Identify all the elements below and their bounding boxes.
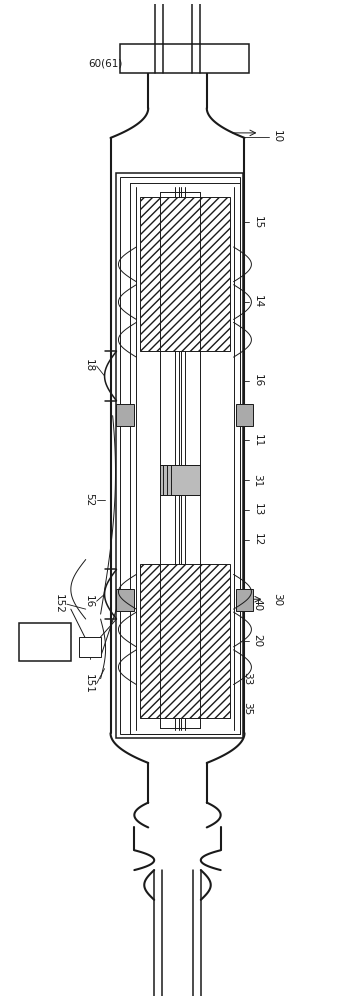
Text: 12: 12 <box>252 533 262 546</box>
Bar <box>116 173 244 738</box>
Text: 50: 50 <box>38 644 51 654</box>
Bar <box>140 197 230 351</box>
Text: 10: 10 <box>272 130 282 143</box>
Text: 60(61): 60(61) <box>88 58 123 68</box>
Bar <box>120 177 240 734</box>
Text: 52: 52 <box>84 493 94 507</box>
Text: 30: 30 <box>272 593 282 606</box>
Text: 15: 15 <box>252 216 262 229</box>
Text: 16: 16 <box>84 595 94 608</box>
Bar <box>116 589 134 611</box>
Bar <box>79 637 100 657</box>
Text: 14: 14 <box>252 295 262 308</box>
Bar <box>235 404 253 426</box>
Text: 40: 40 <box>252 598 262 611</box>
Text: 13: 13 <box>252 503 262 517</box>
Text: 35: 35 <box>242 702 252 715</box>
Text: 31: 31 <box>252 474 262 487</box>
Text: 11: 11 <box>252 434 262 447</box>
Text: 152: 152 <box>54 594 64 614</box>
Text: 51: 51 <box>85 644 95 657</box>
Bar <box>235 589 253 611</box>
Bar <box>120 44 250 73</box>
Bar <box>116 404 134 426</box>
Bar <box>19 623 71 661</box>
Text: 151: 151 <box>84 674 94 693</box>
Bar <box>140 564 230 718</box>
Text: 153: 153 <box>54 624 64 644</box>
Text: 20: 20 <box>252 634 262 647</box>
Text: 18: 18 <box>84 359 94 373</box>
Text: 33: 33 <box>242 672 252 685</box>
Bar <box>160 465 200 495</box>
Text: 16: 16 <box>252 374 262 388</box>
